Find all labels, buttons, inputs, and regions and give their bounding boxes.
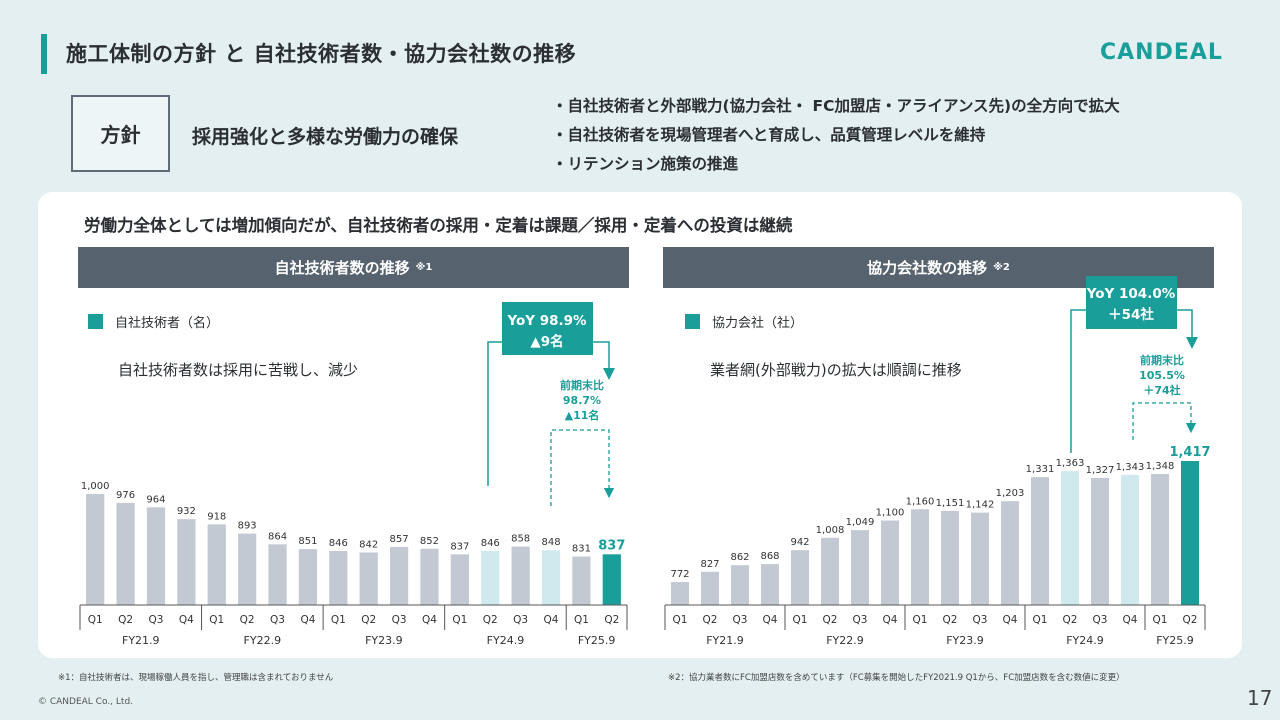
left-comment: 自社技術者数は採用に苦戦し、減少 — [118, 361, 359, 379]
left-section-header: 自社技術者数の推移 ※1 — [78, 247, 629, 288]
left-legend: 自社技術者（名） — [88, 312, 219, 331]
page-number: 17 — [1247, 686, 1273, 710]
policy-bullet: 自社技術者を現場管理者へと育成し、品質管理レベルを維持 — [552, 121, 1120, 150]
policy-label-box: 方針 — [71, 95, 170, 172]
footnote-right: ※2：協力業者数にFC加盟店数を含めています（FC募集を開始したFY2021.9… — [668, 673, 1125, 683]
copyright: © CANDEAL Co., Ltd. — [38, 697, 134, 707]
left-section-note: ※1 — [415, 262, 433, 273]
panel-heading: 労働力全体としては増加傾向だが、自社技術者の採用・定着は課題／採用・定着への投資… — [84, 216, 793, 235]
policy-bullets: 自社技術者と外部戦力(協力会社・ FC加盟店・アライアンス先)の全方向で拡大 自… — [552, 92, 1120, 179]
legend-swatch — [88, 314, 103, 329]
policy-main-text: 採用強化と多様な労働力の確保 — [192, 126, 459, 148]
policy-bullet: リテンション施策の推進 — [552, 150, 1120, 179]
footnote-left: ※1：自社技術者は、現場稼働人員を指し、管理職は含まれておりません — [58, 673, 334, 683]
legend-swatch — [685, 314, 700, 329]
right-section-title: 協力会社数の推移 — [867, 259, 988, 277]
right-section-header: 協力会社数の推移 ※2 — [663, 247, 1214, 288]
page-title: 施工体制の方針 と 自社技術者数・協力会社数の推移 — [66, 42, 577, 66]
title-accent-bar — [41, 34, 47, 74]
right-legend: 協力会社（社） — [685, 312, 803, 331]
candeal-logo: CANDEAL — [1100, 40, 1223, 65]
left-legend-label: 自社技術者（名） — [115, 316, 220, 331]
right-section-note: ※2 — [993, 262, 1010, 273]
left-section-title: 自社技術者数の推移 — [274, 259, 410, 277]
right-legend-label: 協力会社（社） — [712, 316, 804, 331]
right-comment: 業者網(外部戦力)の拡大は順調に推移 — [710, 361, 962, 379]
policy-bullet: 自社技術者と外部戦力(協力会社・ FC加盟店・アライアンス先)の全方向で拡大 — [552, 92, 1120, 121]
